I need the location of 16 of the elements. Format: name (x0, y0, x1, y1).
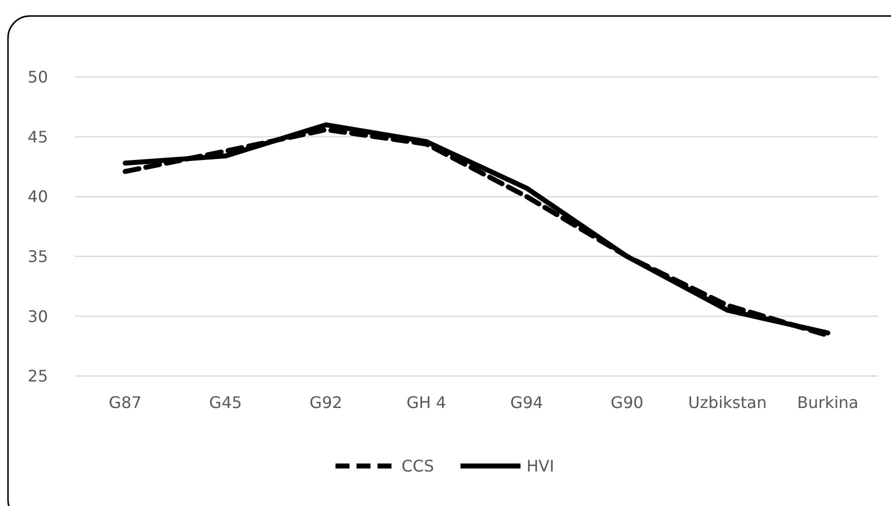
legend-label: CCS (402, 456, 434, 476)
x-tick-label: G87 (108, 393, 142, 412)
x-tick-label: Uzbikstan (688, 393, 767, 412)
legend-label: HVI (526, 456, 554, 476)
x-tick-label: G45 (209, 393, 242, 412)
x-tick-label: G92 (310, 393, 342, 412)
y-tick-label: 35 (28, 247, 48, 266)
x-tick-label: G90 (610, 393, 644, 412)
x-tick-label: Burkina (797, 393, 858, 412)
y-tick-label: 40 (28, 187, 48, 206)
y-tick-label: 50 (28, 68, 48, 87)
x-tick-label: G94 (510, 393, 544, 412)
y-tick-label: 25 (28, 366, 48, 386)
y-tick-label: 30 (28, 306, 48, 326)
x-tick-label: GH 4 (406, 393, 446, 412)
y-tick-label: 45 (28, 127, 48, 146)
